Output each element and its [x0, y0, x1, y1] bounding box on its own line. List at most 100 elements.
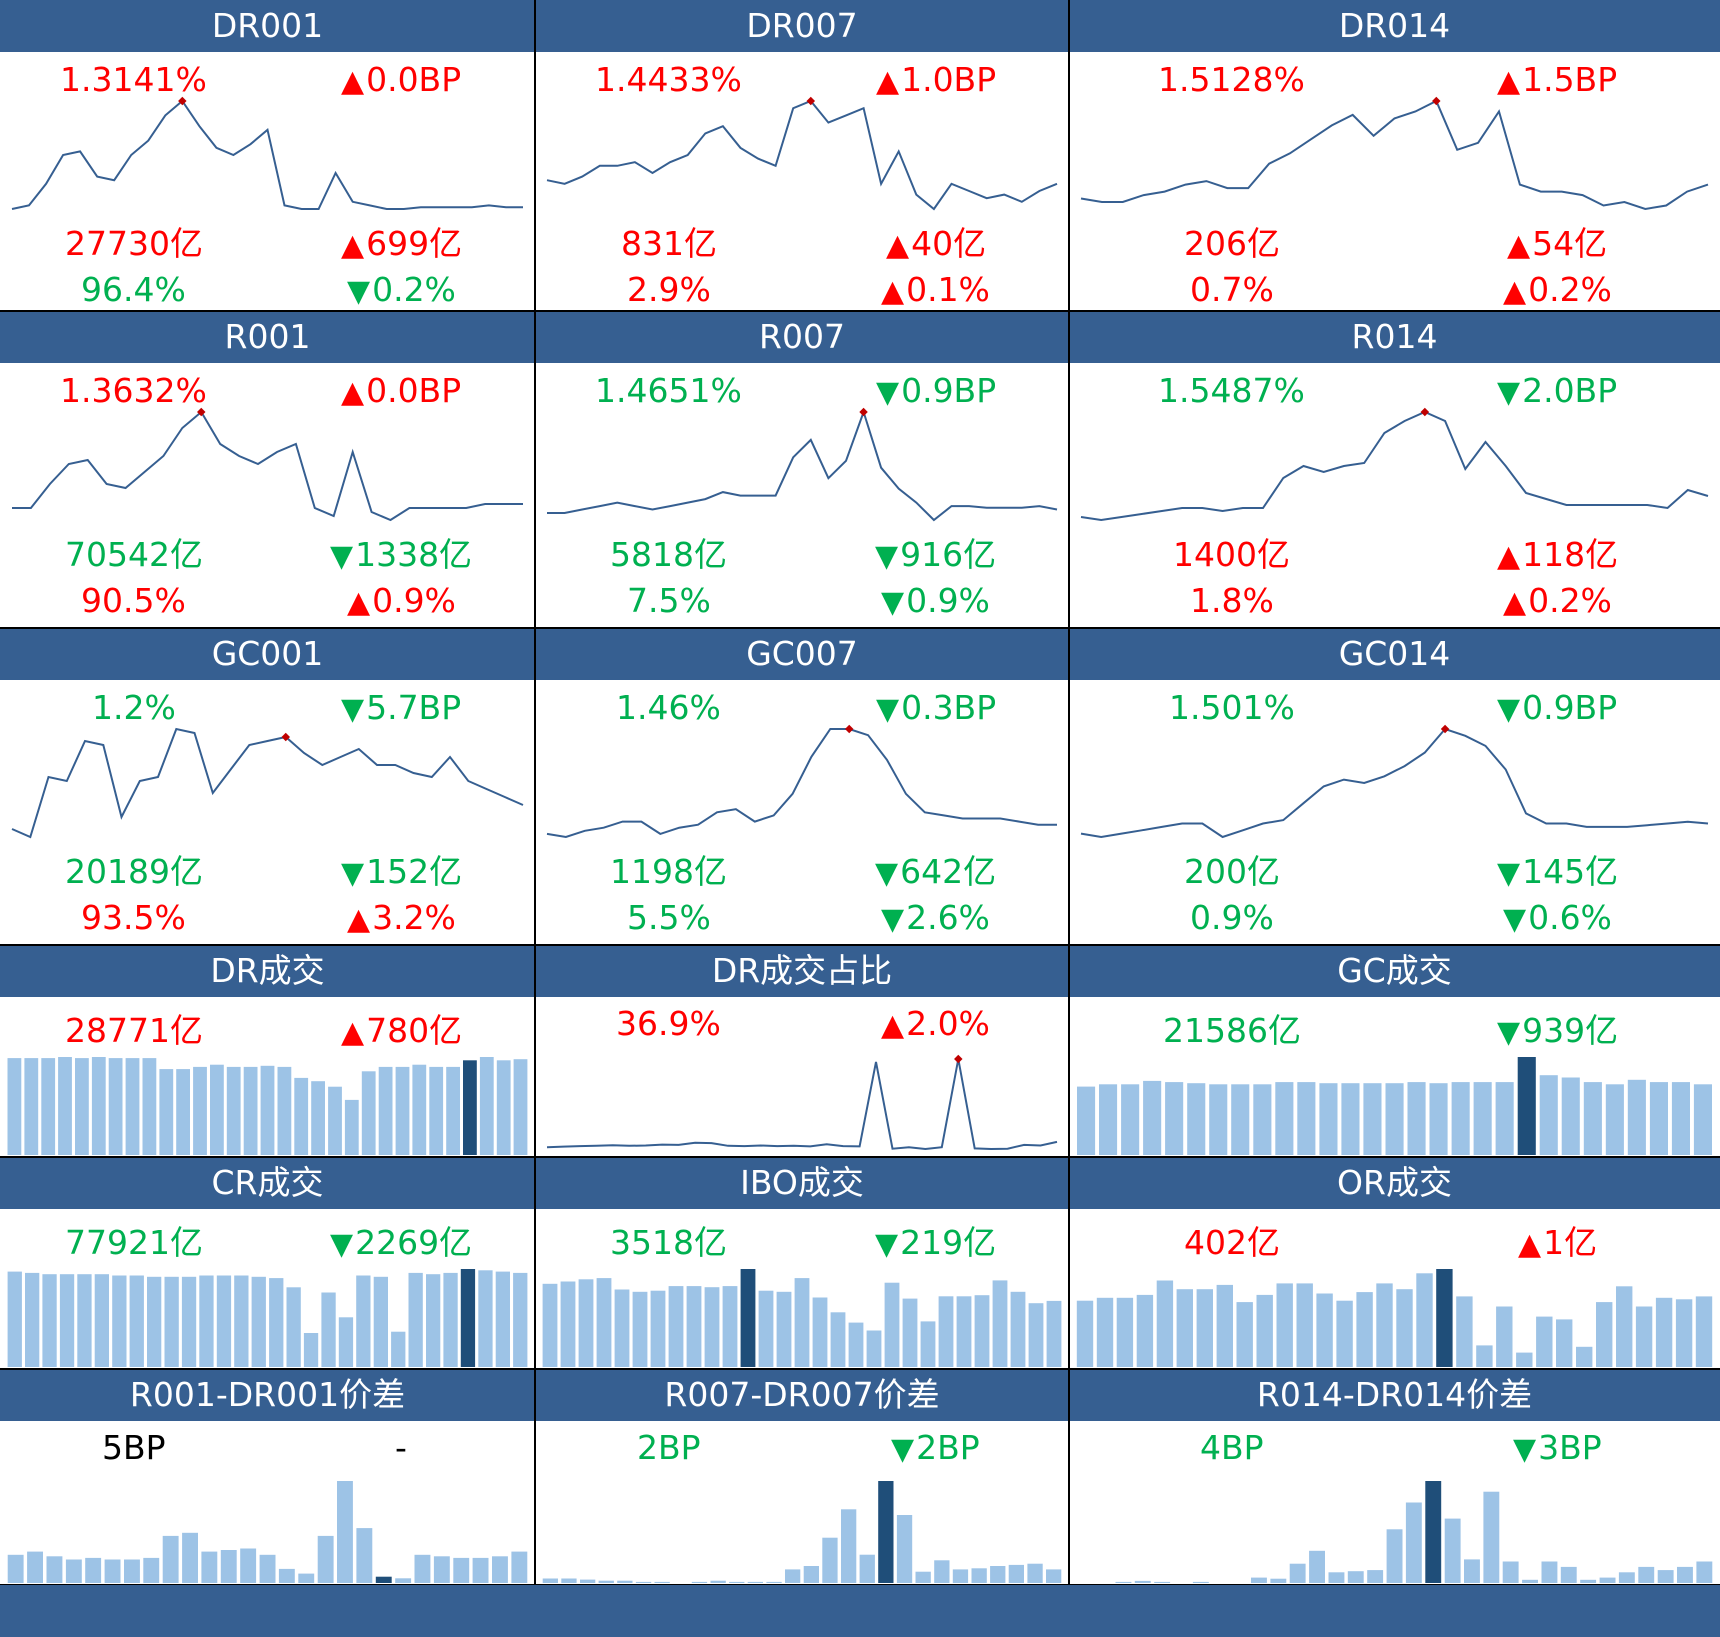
bar	[1671, 1082, 1690, 1155]
metric-value: 1.46%	[616, 688, 721, 727]
bar	[311, 1081, 325, 1155]
line-sparkline	[547, 407, 1058, 522]
metric-value: 21586亿	[1163, 1011, 1301, 1050]
metric-2: 831亿	[621, 217, 717, 265]
metric-2: 27730亿	[65, 217, 203, 265]
metric-1: ▲1亿	[1518, 1216, 1597, 1264]
bar	[992, 1280, 1008, 1367]
peak-marker	[954, 1054, 963, 1064]
metric-value: 3.2%	[372, 898, 456, 937]
metric-5: ▲0.1%	[881, 270, 990, 309]
metric-1: ▲1.5BP	[1497, 60, 1617, 99]
metric-3: ▼916亿	[875, 528, 996, 576]
bar	[41, 1058, 56, 1155]
metric-value: 1.3141%	[60, 60, 207, 99]
bar	[635, 1581, 652, 1583]
metric-value: 939亿	[1522, 1011, 1619, 1050]
bar	[1154, 1581, 1171, 1583]
metric-4: 7.5%	[627, 581, 711, 620]
bar	[722, 1286, 738, 1367]
metric-value: 642亿	[900, 852, 997, 891]
metric-value: 219亿	[900, 1223, 997, 1262]
bar-sparkline	[542, 1481, 1062, 1583]
bar-sparkline	[7, 1269, 528, 1367]
triangle-down-icon: ▼	[341, 692, 365, 727]
metric-3: ▼1338亿	[330, 528, 472, 576]
metric-1: ▼939亿	[1497, 1004, 1618, 1052]
bar	[1096, 1297, 1114, 1367]
panel-title: CR成交	[0, 1157, 535, 1209]
metric-value: 3BP	[1538, 1428, 1602, 1467]
bar	[182, 1532, 198, 1583]
bar	[841, 1509, 857, 1583]
metric-value: 1.3632%	[60, 371, 207, 410]
bar-highlight	[1517, 1057, 1536, 1155]
bar	[1522, 1579, 1538, 1583]
bar	[1677, 1566, 1693, 1583]
metric-0: 1.4651%	[595, 371, 742, 410]
bar-highlight	[1425, 1481, 1442, 1583]
line-sparkline	[546, 724, 1057, 839]
metric-1: ▼0.9BP	[1497, 688, 1617, 727]
panel-title: GC014	[1069, 628, 1720, 680]
line-sparkline	[1080, 96, 1709, 211]
metric-1: ▼5.7BP	[341, 688, 461, 727]
triangle-down-icon: ▼	[341, 856, 365, 891]
bar	[1099, 1084, 1118, 1155]
triangle-up-icon: ▲	[881, 274, 905, 309]
bar	[303, 1333, 319, 1367]
bar	[75, 1058, 89, 1155]
bar	[691, 1581, 708, 1583]
bar	[446, 1066, 460, 1155]
triangle-up-icon: ▲	[341, 64, 365, 99]
bar	[1407, 1082, 1426, 1155]
bar	[1276, 1283, 1293, 1367]
bar	[830, 1312, 846, 1367]
bar	[1253, 1084, 1272, 1155]
line-sparkline	[11, 96, 523, 210]
panel-title: DR007	[535, 0, 1069, 52]
bar	[269, 1278, 284, 1367]
bar	[686, 1286, 702, 1367]
bar	[650, 1290, 666, 1367]
bar	[704, 1287, 720, 1367]
bar	[391, 1331, 406, 1367]
bar	[668, 1286, 684, 1367]
peak-marker	[859, 407, 868, 417]
bar	[143, 1557, 160, 1583]
metric-5: ▼0.2%	[347, 270, 456, 309]
bar	[108, 1058, 123, 1155]
bar	[1616, 1286, 1633, 1367]
bar	[1270, 1578, 1287, 1583]
bar	[1605, 1084, 1624, 1155]
series-line	[546, 99, 1058, 211]
bar	[1356, 1292, 1373, 1367]
bar	[859, 1554, 875, 1583]
metric-value: 699亿	[366, 224, 463, 263]
metric-3: ▲118亿	[1497, 528, 1618, 576]
bar	[1336, 1300, 1353, 1367]
metric-1: ▼0.9BP	[876, 371, 996, 410]
metric-value: 54亿	[1532, 224, 1608, 263]
metric-value: 1.0BP	[901, 60, 997, 99]
metric-value: 5BP	[102, 1428, 166, 1467]
bar-highlight	[375, 1576, 392, 1583]
bar	[1583, 1082, 1602, 1155]
bar	[1165, 1082, 1184, 1155]
bar	[542, 1578, 558, 1583]
bar	[1010, 1291, 1026, 1367]
bar	[1251, 1577, 1267, 1583]
triangle-down-icon: ▼	[330, 1227, 354, 1262]
bar	[1236, 1302, 1253, 1367]
metric-value: 1.2%	[92, 688, 176, 727]
panel-15: R001-DR001价差 5BP -	[0, 1369, 535, 1585]
metric-1: ▲0.0BP	[341, 371, 461, 410]
metric-value: 831亿	[621, 224, 717, 263]
bar	[220, 1550, 237, 1583]
metric-0: 1.5128%	[1158, 60, 1305, 99]
bar	[934, 1560, 950, 1583]
bar	[1076, 1300, 1094, 1367]
bar	[1134, 1580, 1151, 1583]
bar	[24, 1058, 39, 1155]
